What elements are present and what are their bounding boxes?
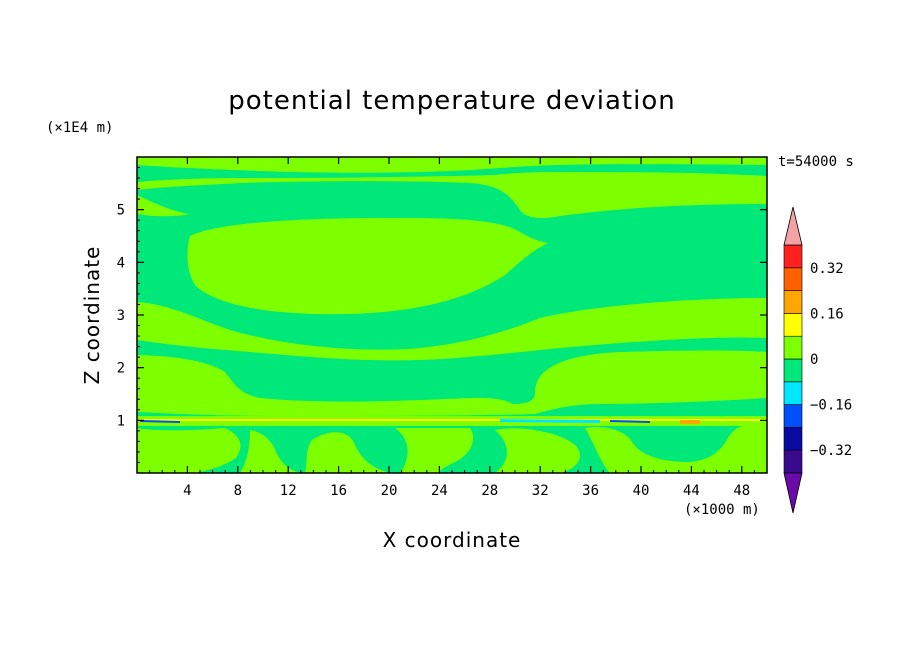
colorbar-label: −0.16	[810, 398, 852, 414]
contour-region	[305, 432, 390, 473]
contour-region	[137, 172, 767, 218]
colorbar-under-arrow	[783, 472, 803, 514]
colorbar-label: −0.32	[810, 443, 852, 459]
y-tick-label: 1	[117, 413, 125, 429]
contour-region	[240, 430, 300, 473]
x-tick-label: 48	[733, 483, 750, 499]
x-tick-label: 16	[330, 483, 347, 499]
contour-region	[137, 428, 241, 473]
chart-title: potential temperature deviation	[228, 86, 676, 116]
contour-region	[395, 428, 474, 473]
colorbar-label: 0.16	[810, 306, 844, 322]
contour-region	[495, 428, 580, 473]
colorbar-cell	[783, 381, 803, 405]
colorbar-cell	[783, 290, 803, 314]
y-axis: 1 2 3 4 5	[117, 167, 767, 463]
colorbar-label: 0.32	[810, 261, 844, 277]
y-tick-label: 2	[117, 361, 125, 377]
colorbar-cell	[783, 267, 803, 291]
contour-region	[585, 423, 767, 473]
x-tick-label: 4	[183, 483, 191, 499]
contour-region	[140, 420, 180, 423]
time-label: t=54000 s	[778, 154, 854, 170]
x-axis-label: X coordinate	[382, 528, 522, 552]
colorbar-cell	[783, 244, 803, 269]
x-unit-label: (×1000 m)	[684, 502, 760, 518]
x-tick-label: 12	[280, 483, 297, 499]
y-tick-label: 5	[117, 203, 125, 219]
contour-region	[137, 157, 767, 173]
contour-region	[137, 195, 190, 217]
colorbar-cell	[783, 358, 803, 383]
x-tick-label: 44	[683, 483, 700, 499]
colorbar-cell	[783, 427, 803, 451]
x-axis: 4 8 12 16 20 24 28 32 36 40 44 48	[149, 157, 755, 499]
y-tick-label: 3	[117, 308, 125, 324]
contour-region	[500, 419, 600, 423]
x-tick-label: 40	[633, 483, 650, 499]
x-tick-label: 32	[532, 483, 549, 499]
x-tick-label: 36	[582, 483, 599, 499]
colorbar-cell	[783, 313, 803, 337]
colorbar-cell	[783, 404, 803, 428]
contour-region	[137, 298, 767, 361]
y-axis-label: Z coordinate	[80, 245, 104, 385]
x-tick-label: 8	[234, 483, 242, 499]
contour-region	[187, 218, 548, 315]
x-tick-label: 24	[431, 483, 448, 499]
plot-area	[136, 156, 768, 474]
colorbar-over-arrow	[783, 206, 803, 246]
contour-region	[610, 420, 650, 423]
y-unit-label: (×1E4 m)	[46, 120, 114, 136]
x-tick-label: 20	[381, 483, 398, 499]
contour-region	[680, 420, 700, 424]
contour-region	[137, 350, 767, 416]
colorbar: 0.32 0.16 0 −0.16 −0.32	[783, 206, 852, 514]
colorbar-cell	[783, 335, 803, 360]
y-tick-label: 4	[117, 255, 125, 271]
surface-layer	[137, 419, 767, 421]
x-tick-label: 28	[481, 483, 498, 499]
colorbar-label: 0	[810, 352, 818, 368]
colorbar-cell	[783, 449, 803, 474]
